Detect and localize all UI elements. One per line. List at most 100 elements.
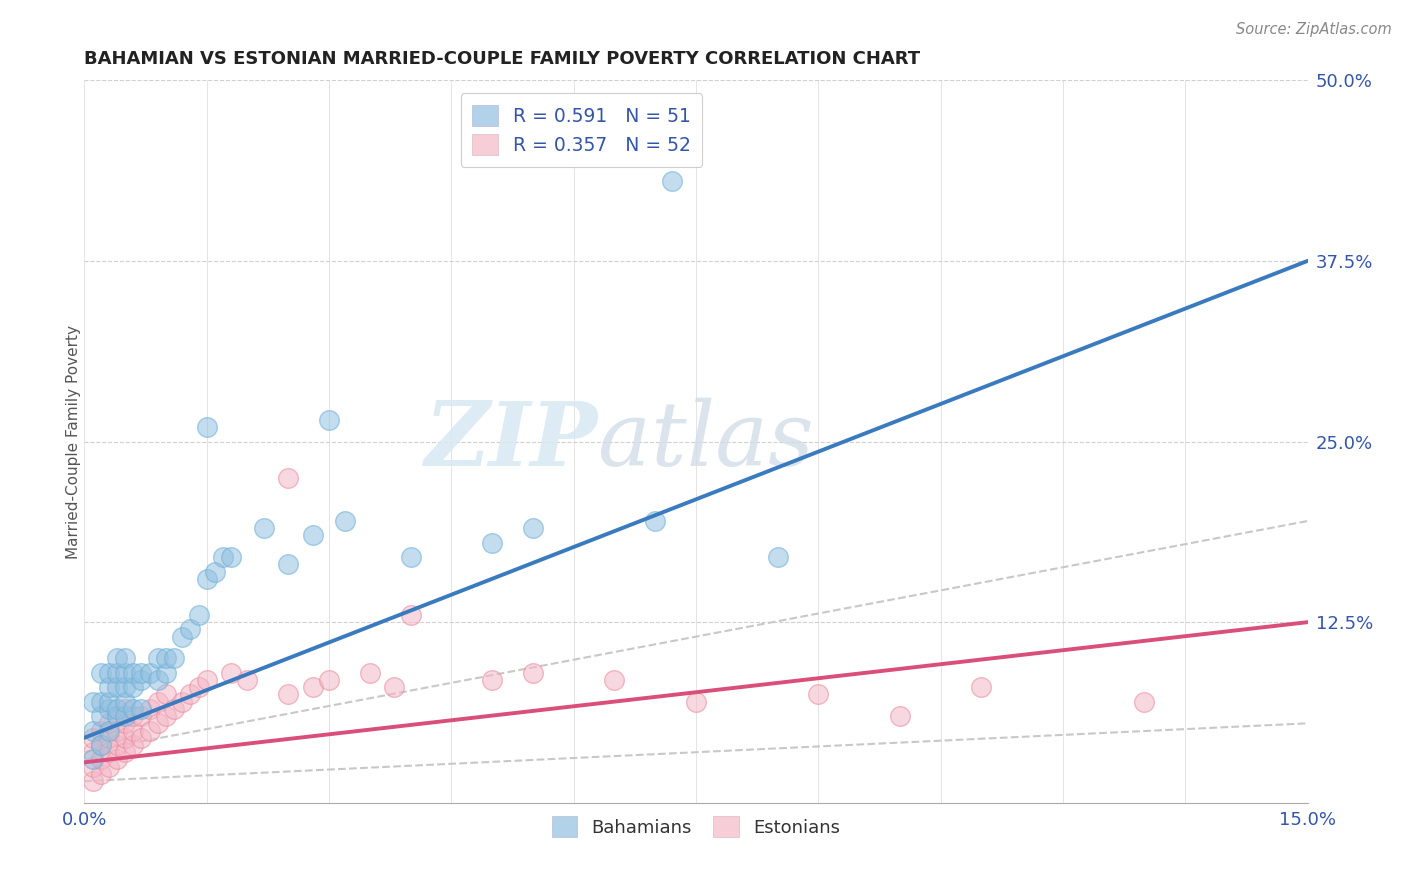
Point xyxy=(122,738,145,752)
Point xyxy=(172,695,194,709)
Point xyxy=(97,665,120,680)
Point xyxy=(90,738,112,752)
Point xyxy=(195,420,218,434)
Point xyxy=(359,665,381,680)
Point xyxy=(105,723,128,738)
Point xyxy=(212,550,235,565)
Point xyxy=(138,665,160,680)
Point xyxy=(603,673,626,687)
Point xyxy=(889,709,911,723)
Point xyxy=(114,709,136,723)
Point xyxy=(82,731,104,745)
Text: BAHAMIAN VS ESTONIAN MARRIED-COUPLE FAMILY POVERTY CORRELATION CHART: BAHAMIAN VS ESTONIAN MARRIED-COUPLE FAMI… xyxy=(84,50,921,68)
Point xyxy=(82,723,104,738)
Point xyxy=(105,738,128,752)
Point xyxy=(522,665,544,680)
Point xyxy=(97,716,120,731)
Point xyxy=(155,687,177,701)
Point xyxy=(97,695,120,709)
Point xyxy=(131,731,153,745)
Point xyxy=(335,514,357,528)
Point xyxy=(138,702,160,716)
Point xyxy=(105,665,128,680)
Point xyxy=(163,651,186,665)
Point xyxy=(90,695,112,709)
Point xyxy=(179,623,201,637)
Point xyxy=(187,607,209,622)
Point xyxy=(766,550,789,565)
Point xyxy=(970,680,993,694)
Point xyxy=(179,687,201,701)
Point xyxy=(318,413,340,427)
Point xyxy=(138,723,160,738)
Point xyxy=(661,174,683,188)
Point xyxy=(114,702,136,716)
Point xyxy=(90,752,112,766)
Point xyxy=(131,665,153,680)
Point xyxy=(155,651,177,665)
Text: Source: ZipAtlas.com: Source: ZipAtlas.com xyxy=(1236,22,1392,37)
Point xyxy=(122,680,145,694)
Point xyxy=(97,745,120,759)
Point xyxy=(82,760,104,774)
Y-axis label: Married-Couple Family Poverty: Married-Couple Family Poverty xyxy=(66,325,80,558)
Point xyxy=(277,470,299,484)
Point xyxy=(97,702,120,716)
Point xyxy=(114,680,136,694)
Point xyxy=(105,709,128,723)
Point xyxy=(82,752,104,766)
Point xyxy=(114,695,136,709)
Point xyxy=(644,514,666,528)
Point xyxy=(114,651,136,665)
Point xyxy=(82,745,104,759)
Point xyxy=(155,665,177,680)
Point xyxy=(105,651,128,665)
Point xyxy=(114,716,136,731)
Point xyxy=(146,673,169,687)
Point xyxy=(114,665,136,680)
Point xyxy=(105,680,128,694)
Point xyxy=(131,702,153,716)
Point xyxy=(82,774,104,789)
Point xyxy=(807,687,830,701)
Point xyxy=(122,702,145,716)
Point xyxy=(318,673,340,687)
Point xyxy=(90,767,112,781)
Point xyxy=(399,607,422,622)
Point xyxy=(114,745,136,759)
Point xyxy=(195,572,218,586)
Point xyxy=(90,665,112,680)
Point xyxy=(97,723,120,738)
Point xyxy=(122,709,145,723)
Point xyxy=(277,558,299,572)
Point xyxy=(90,709,112,723)
Point xyxy=(685,695,707,709)
Point xyxy=(122,723,145,738)
Point xyxy=(172,630,194,644)
Point xyxy=(236,673,259,687)
Legend: Bahamians, Estonians: Bahamians, Estonians xyxy=(541,805,851,848)
Point xyxy=(219,665,242,680)
Point xyxy=(399,550,422,565)
Point xyxy=(253,521,276,535)
Text: ZIP: ZIP xyxy=(425,399,598,484)
Point xyxy=(163,702,186,716)
Point xyxy=(90,738,112,752)
Point xyxy=(1133,695,1156,709)
Point xyxy=(114,731,136,745)
Point xyxy=(301,680,323,694)
Point xyxy=(277,687,299,701)
Point xyxy=(131,673,153,687)
Point xyxy=(146,716,169,731)
Point xyxy=(219,550,242,565)
Point xyxy=(90,723,112,738)
Point xyxy=(481,535,503,549)
Point xyxy=(82,695,104,709)
Point xyxy=(97,760,120,774)
Point xyxy=(97,680,120,694)
Point xyxy=(195,673,218,687)
Point xyxy=(301,528,323,542)
Point xyxy=(522,521,544,535)
Point xyxy=(146,651,169,665)
Point xyxy=(187,680,209,694)
